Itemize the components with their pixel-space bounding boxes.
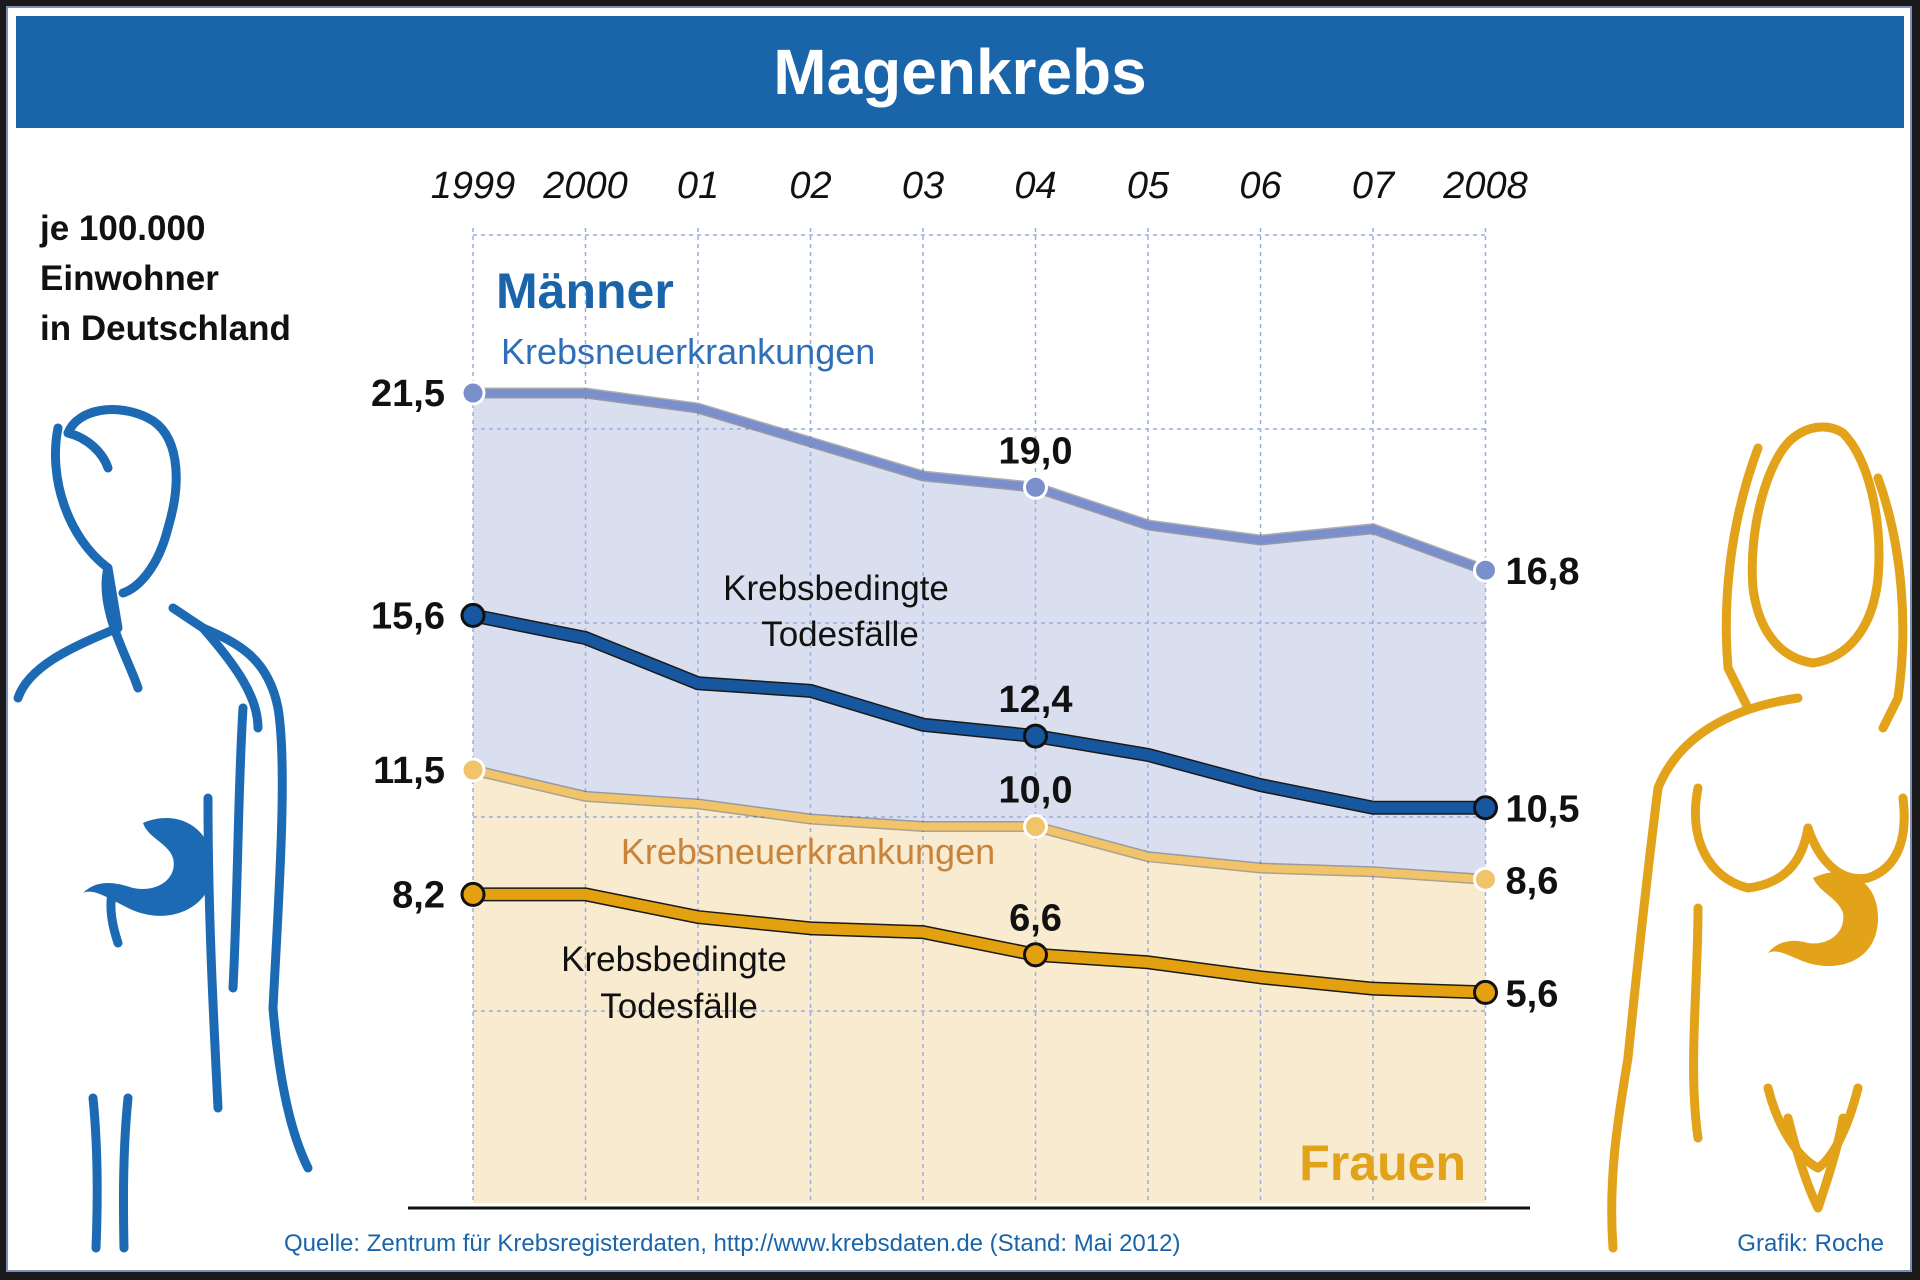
- unit-label-line-2: Einwohner: [40, 259, 219, 298]
- data-value-label: 21,5: [371, 373, 445, 415]
- source-note: Quelle: Zentrum für Krebsregisterdaten, …: [284, 1230, 1181, 1257]
- x-tick-label: 04: [1014, 165, 1056, 207]
- data-point-marker: [1023, 942, 1048, 968]
- background-areas: [473, 393, 1486, 1203]
- chart-canvas: 1999 2000 01 02 03 04 05 06 07 2008 21,5 19,0 16,8 1…: [13, 165, 1909, 1253]
- series-title-labels: Männer Frauen Krebsneuerkrankungen Krebsbed…: [496, 263, 1466, 1191]
- data-point-marker: [1473, 979, 1498, 1005]
- series-title-women-deaths-line-2: Todesfälle: [600, 987, 758, 1026]
- data-point-marker: [460, 881, 486, 907]
- x-tick-label: 01: [677, 165, 719, 207]
- series-title-men-deaths-line-2: Todesfälle: [761, 615, 919, 654]
- series-line: [469, 766, 1490, 884]
- data-point-marker: [1473, 866, 1498, 892]
- data-value-label: 10,0: [999, 770, 1073, 812]
- title-bar: Magenkrebs: [16, 16, 1904, 128]
- female-figure-icon: [1607, 422, 1909, 1253]
- x-tick-label: 07: [1352, 165, 1396, 207]
- data-value-label: 11,5: [373, 750, 445, 792]
- data-value-label: 8,2: [392, 874, 445, 916]
- x-tick-label: 02: [789, 165, 831, 207]
- data-point-marker: [1473, 795, 1498, 821]
- graphic-credit: Grafik: Roche: [1737, 1230, 1884, 1257]
- data-value-label: 6,6: [1009, 898, 1062, 940]
- series-title-women-deaths-line-1: Krebsbedingte: [561, 940, 787, 979]
- data-point-marker: [460, 757, 486, 783]
- data-value-label: 16,8: [1506, 551, 1580, 593]
- data-value-label: 10,5: [1506, 789, 1580, 831]
- series-title-men-incidence: Krebsneuerkrankungen: [501, 331, 875, 372]
- data-value-labels: 21,5 19,0 16,8 15,6 12,4 10,5 11,5 10,0 8,6 8,2 6,…: [371, 373, 1579, 1015]
- series-title-men-deaths-line-1: Krebsbedingte: [723, 569, 949, 608]
- group-label-men: Männer: [496, 263, 674, 319]
- series-title-women-incidence: Krebsneuerkrankungen: [621, 831, 995, 872]
- x-tick-label: 06: [1239, 165, 1282, 207]
- x-tick-label: 03: [902, 165, 944, 207]
- series-line: [469, 389, 1490, 575]
- women-area-fill: [473, 770, 1486, 1203]
- series-line: [467, 609, 1491, 814]
- data-value-label: 15,6: [371, 595, 445, 637]
- data-point-marker: [460, 602, 486, 628]
- male-stomach-icon: [83, 818, 213, 916]
- unit-label-line-1: je 100.000: [40, 209, 206, 248]
- unit-label-line-3: in Deutschland: [40, 309, 291, 348]
- data-value-label: 12,4: [999, 679, 1073, 721]
- x-axis-tick-labels: 1999 2000 01 02 03 04 05 06 07 2008: [431, 165, 1528, 207]
- data-point-marker: [1023, 723, 1048, 749]
- infographic-frame: Magenkrebs je 100.000 Einwohner in Deuts…: [6, 6, 1912, 1272]
- x-tick-label: 05: [1127, 165, 1170, 207]
- data-value-label: 5,6: [1506, 973, 1559, 1015]
- x-tick-label: 2008: [1442, 165, 1528, 207]
- x-tick-label: 1999: [431, 165, 516, 207]
- data-value-label: 19,0: [999, 430, 1073, 472]
- data-point-marker: [460, 380, 486, 406]
- chart-title: Magenkrebs: [773, 36, 1147, 108]
- men-area-fill: [473, 393, 1486, 880]
- female-stomach-icon: [1768, 872, 1878, 966]
- data-point-marker: [1473, 557, 1498, 583]
- x-tick-label: 2000: [542, 165, 628, 207]
- group-label-women: Frauen: [1299, 1135, 1466, 1191]
- data-point-marker: [1023, 474, 1048, 500]
- data-value-label: 8,6: [1506, 860, 1559, 902]
- data-point-marker: [1023, 814, 1048, 840]
- series-line: [467, 888, 1491, 998]
- data-series: [460, 380, 1498, 1005]
